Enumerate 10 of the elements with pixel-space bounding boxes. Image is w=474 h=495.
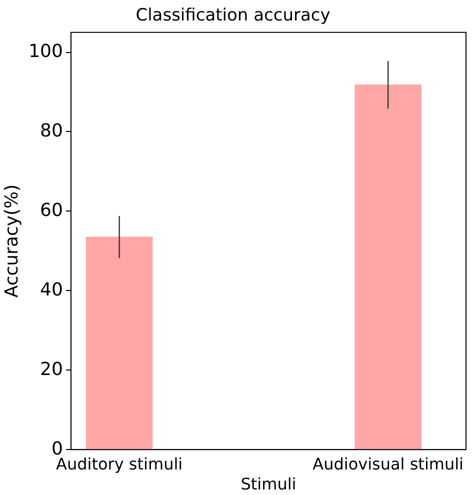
y-tick-label: 60 [40,200,63,221]
x-axis-title: Stimuli [240,474,296,494]
y-axis-title: Accuracy(%) [1,184,22,298]
x-tick-label: Auditory stimuli [56,454,183,474]
x-tick-label: Audiovisual stimuli [312,454,464,474]
y-tick-label: 20 [40,358,63,380]
y-tick-label: 100 [28,40,63,62]
chart-title: Classification accuracy [136,6,330,26]
y-tick-label: 40 [40,279,63,300]
y-tick-label: 80 [40,120,63,142]
